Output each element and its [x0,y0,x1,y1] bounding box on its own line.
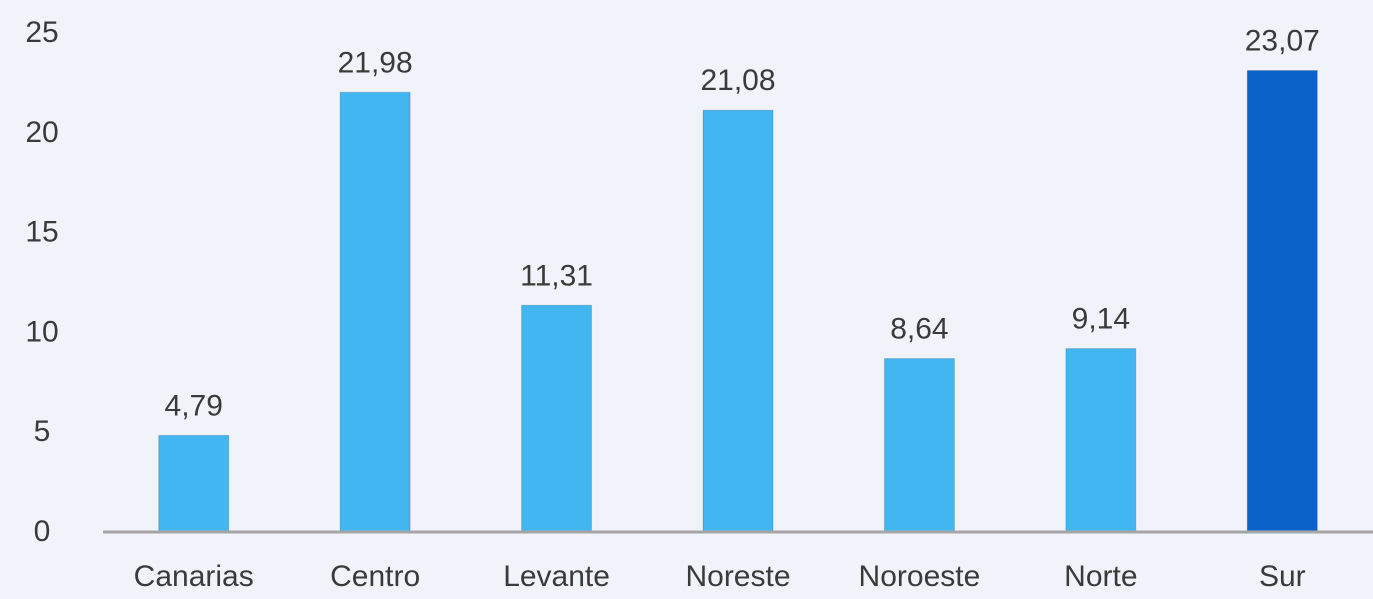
y-tick-label: 20 [25,116,58,149]
y-tick-label: 25 [25,16,58,49]
bar-noreste [702,109,774,532]
x-tick-label: Noreste [685,560,790,593]
x-tick-label: Sur [1259,560,1306,593]
data-label-norte: 9,14 [1072,303,1130,336]
x-tick-label: Norte [1064,560,1137,593]
data-label-levante: 11,31 [520,259,593,292]
data-label-noroeste: 8,64 [890,313,948,346]
x-tick-label: Noroeste [859,560,981,593]
bar-noroeste [883,358,955,532]
data-label-canarias: 4,79 [165,389,223,422]
y-tick-label: 5 [34,415,51,448]
y-tick-label: 15 [25,216,58,249]
y-tick-label: 0 [34,515,51,548]
bar-sur [1246,70,1318,532]
data-label-centro: 21,98 [338,46,413,79]
bar-norte [1065,348,1137,532]
x-tick-label: Levante [503,560,610,593]
bar-centro [339,91,411,532]
y-axis-ticks: 0 5 10 15 20 25 [25,16,58,548]
x-tick-label: Centro [330,560,420,593]
x-tick-label: Canarias [134,560,254,593]
bars-group [158,70,1318,532]
data-labels-group: 4,79 21,98 11,31 21,08 8,64 9,14 23,07 [165,25,1320,423]
bar-levante [521,304,593,532]
y-tick-label: 10 [25,315,58,348]
bar-canarias [158,434,230,532]
x-axis-labels: Canarias Centro Levante Noreste Noroeste Nort… [134,560,1306,593]
data-label-noreste: 21,08 [700,64,775,97]
data-label-sur: 23,07 [1245,25,1320,58]
